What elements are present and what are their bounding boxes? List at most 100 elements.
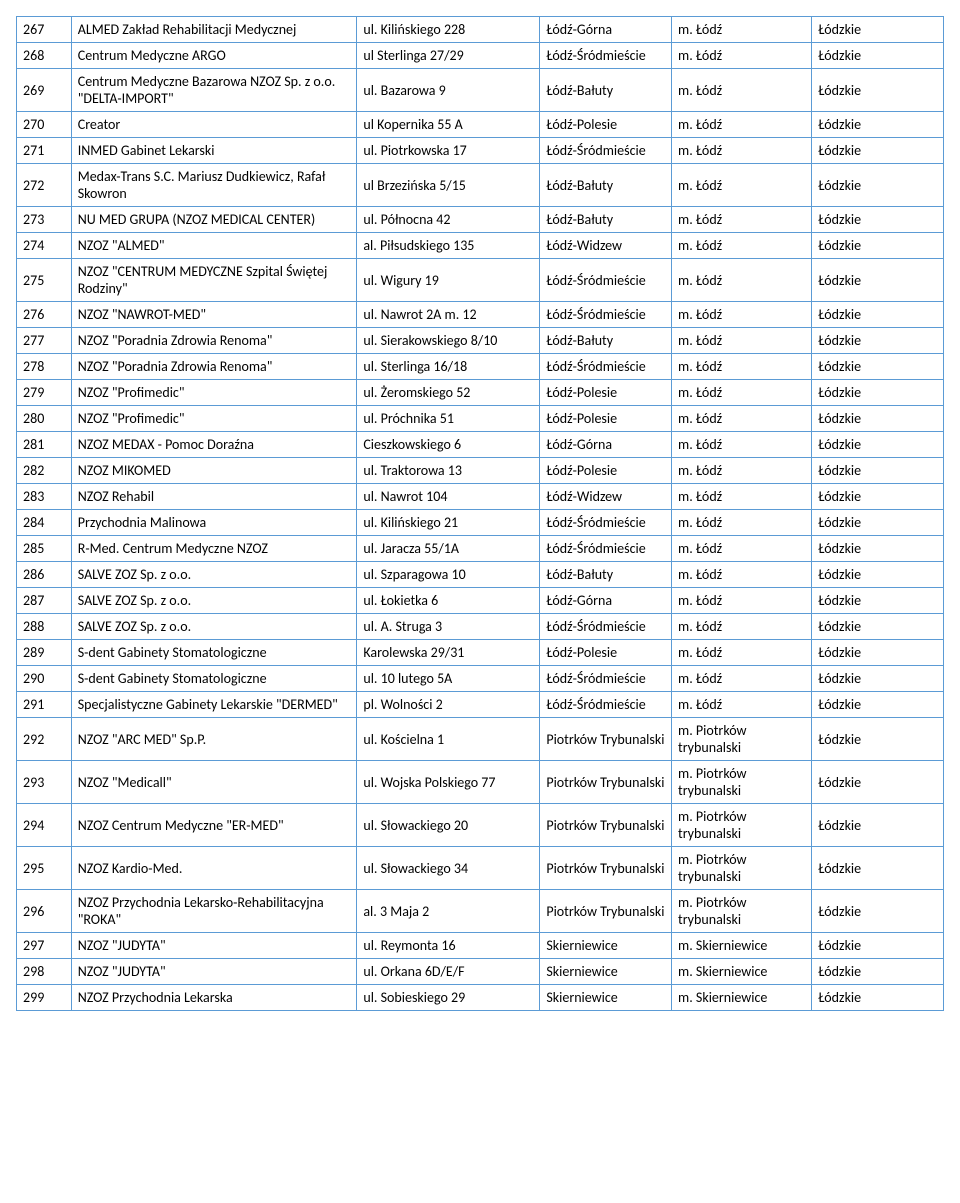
facility-address: ul. Słowackiego 20 bbox=[357, 804, 540, 847]
facility-region: Łódzkie bbox=[812, 985, 944, 1011]
facility-district: Łódź-Polesie bbox=[540, 112, 672, 138]
table-row: 291Specjalistyczne Gabinety Lekarskie "D… bbox=[17, 692, 944, 718]
facility-name: Centrum Medyczne ARGO bbox=[71, 43, 357, 69]
facility-district: Łódź-Śródmieście bbox=[540, 302, 672, 328]
table-row: 295NZOZ Kardio-Med.ul. Słowackiego 34Pio… bbox=[17, 847, 944, 890]
facility-district: Łódź-Polesie bbox=[540, 380, 672, 406]
table-row: 270Creatorul Kopernika 55 AŁódź-Polesiem… bbox=[17, 112, 944, 138]
row-number: 285 bbox=[17, 536, 72, 562]
row-number: 282 bbox=[17, 458, 72, 484]
facility-city: m. Łódź bbox=[672, 43, 812, 69]
facility-city: m. Piotrków trybunalski bbox=[672, 718, 812, 761]
facility-region: Łódzkie bbox=[812, 432, 944, 458]
facility-address: ul. Bazarowa 9 bbox=[357, 69, 540, 112]
facility-city: m. Łódź bbox=[672, 510, 812, 536]
facility-address: ul. Próchnika 51 bbox=[357, 406, 540, 432]
facility-address: ul. Szparagowa 10 bbox=[357, 562, 540, 588]
facility-region: Łódzkie bbox=[812, 510, 944, 536]
facility-region: Łódzkie bbox=[812, 207, 944, 233]
facility-region: Łódzkie bbox=[812, 406, 944, 432]
facility-district: Łódź-Górna bbox=[540, 17, 672, 43]
table-row: 281NZOZ MEDAX - Pomoc DoraźnaCieszkowski… bbox=[17, 432, 944, 458]
facility-address: ul. Kilińskiego 21 bbox=[357, 510, 540, 536]
facility-city: m. Łódź bbox=[672, 484, 812, 510]
row-number: 287 bbox=[17, 588, 72, 614]
facility-name: NZOZ "ALMED" bbox=[71, 233, 357, 259]
row-number: 270 bbox=[17, 112, 72, 138]
facility-region: Łódzkie bbox=[812, 640, 944, 666]
facility-name: SALVE ZOZ Sp. z o.o. bbox=[71, 614, 357, 640]
row-number: 274 bbox=[17, 233, 72, 259]
facility-district: Łódź-Śródmieście bbox=[540, 43, 672, 69]
table-row: 290S-dent Gabinety Stomatologiczneul. 10… bbox=[17, 666, 944, 692]
facility-city: m. Łódź bbox=[672, 17, 812, 43]
facility-city: m. Łódź bbox=[672, 207, 812, 233]
facility-name: SALVE ZOZ Sp. z o.o. bbox=[71, 588, 357, 614]
facility-address: ul. Kościelna 1 bbox=[357, 718, 540, 761]
facility-name: NZOZ "CENTRUM MEDYCZNE Szpital Świętej R… bbox=[71, 259, 357, 302]
facility-name: SALVE ZOZ Sp. z o.o. bbox=[71, 562, 357, 588]
facility-district: Łódź-Śródmieście bbox=[540, 692, 672, 718]
facility-city: m. Łódź bbox=[672, 406, 812, 432]
facility-name: NZOZ "JUDYTA" bbox=[71, 933, 357, 959]
facility-region: Łódzkie bbox=[812, 302, 944, 328]
facility-region: Łódzkie bbox=[812, 588, 944, 614]
facility-region: Łódzkie bbox=[812, 536, 944, 562]
table-row: 286SALVE ZOZ Sp. z o.o.ul. Szparagowa 10… bbox=[17, 562, 944, 588]
facility-region: Łódzkie bbox=[812, 69, 944, 112]
facility-name: NZOZ "NAWROT-MED" bbox=[71, 302, 357, 328]
facility-district: Łódź-Bałuty bbox=[540, 207, 672, 233]
facility-district: Łódź-Śródmieście bbox=[540, 259, 672, 302]
table-row: 285R-Med. Centrum Medyczne NZOZul. Jarac… bbox=[17, 536, 944, 562]
row-number: 281 bbox=[17, 432, 72, 458]
facility-address: ul. Kilińskiego 228 bbox=[357, 17, 540, 43]
facility-address: al. Piłsudskiego 135 bbox=[357, 233, 540, 259]
row-number: 283 bbox=[17, 484, 72, 510]
facility-name: INMED Gabinet Lekarski bbox=[71, 138, 357, 164]
facility-city: m. Łódź bbox=[672, 354, 812, 380]
row-number: 298 bbox=[17, 959, 72, 985]
facility-address: ul. Nawrot 104 bbox=[357, 484, 540, 510]
row-number: 290 bbox=[17, 666, 72, 692]
facility-district: Łódź-Górna bbox=[540, 588, 672, 614]
facility-address: ul. A. Struga 3 bbox=[357, 614, 540, 640]
table-row: 280NZOZ "Profimedic"ul. Próchnika 51Łódź… bbox=[17, 406, 944, 432]
row-number: 280 bbox=[17, 406, 72, 432]
facility-address: ul. Wigury 19 bbox=[357, 259, 540, 302]
facility-name: R-Med. Centrum Medyczne NZOZ bbox=[71, 536, 357, 562]
table-row: 274NZOZ "ALMED"al. Piłsudskiego 135Łódź-… bbox=[17, 233, 944, 259]
facility-region: Łódzkie bbox=[812, 328, 944, 354]
facility-address: Cieszkowskiego 6 bbox=[357, 432, 540, 458]
table-row: 288SALVE ZOZ Sp. z o.o.ul. A. Struga 3Łó… bbox=[17, 614, 944, 640]
facility-name: Medax-Trans S.C. Mariusz Dudkiewicz, Raf… bbox=[71, 164, 357, 207]
facility-district: Piotrków Trybunalski bbox=[540, 804, 672, 847]
table-row: 283NZOZ Rehabilul. Nawrot 104Łódź-Widzew… bbox=[17, 484, 944, 510]
facility-address: ul. Nawrot 2A m. 12 bbox=[357, 302, 540, 328]
row-number: 268 bbox=[17, 43, 72, 69]
facility-city: m. Łódź bbox=[672, 138, 812, 164]
facility-region: Łódzkie bbox=[812, 718, 944, 761]
facility-name: Creator bbox=[71, 112, 357, 138]
facility-region: Łódzkie bbox=[812, 804, 944, 847]
facility-name: S-dent Gabinety Stomatologiczne bbox=[71, 666, 357, 692]
facility-city: m. Piotrków trybunalski bbox=[672, 847, 812, 890]
facility-name: Przychodnia Malinowa bbox=[71, 510, 357, 536]
facility-district: Łódź-Śródmieście bbox=[540, 510, 672, 536]
facility-name: NZOZ "Profimedic" bbox=[71, 380, 357, 406]
facility-name: Centrum Medyczne Bazarowa NZOZ Sp. z o.o… bbox=[71, 69, 357, 112]
facility-region: Łódzkie bbox=[812, 890, 944, 933]
facility-district: Łódź-Polesie bbox=[540, 406, 672, 432]
facility-name: NZOZ "Poradnia Zdrowia Renoma" bbox=[71, 354, 357, 380]
facility-region: Łódzkie bbox=[812, 959, 944, 985]
facility-city: m. Łódź bbox=[672, 588, 812, 614]
table-row: 289S-dent Gabinety StomatologiczneKarole… bbox=[17, 640, 944, 666]
facility-name: NZOZ Centrum Medyczne "ER-MED" bbox=[71, 804, 357, 847]
table-row: 282NZOZ MIKOMEDul. Traktorowa 13Łódź-Pol… bbox=[17, 458, 944, 484]
facility-city: m. Łódź bbox=[672, 614, 812, 640]
facility-region: Łódzkie bbox=[812, 933, 944, 959]
facility-name: NU MED GRUPA (NZOZ MEDICAL CENTER) bbox=[71, 207, 357, 233]
facility-city: m. Łódź bbox=[672, 432, 812, 458]
row-number: 289 bbox=[17, 640, 72, 666]
row-number: 267 bbox=[17, 17, 72, 43]
facility-region: Łódzkie bbox=[812, 484, 944, 510]
